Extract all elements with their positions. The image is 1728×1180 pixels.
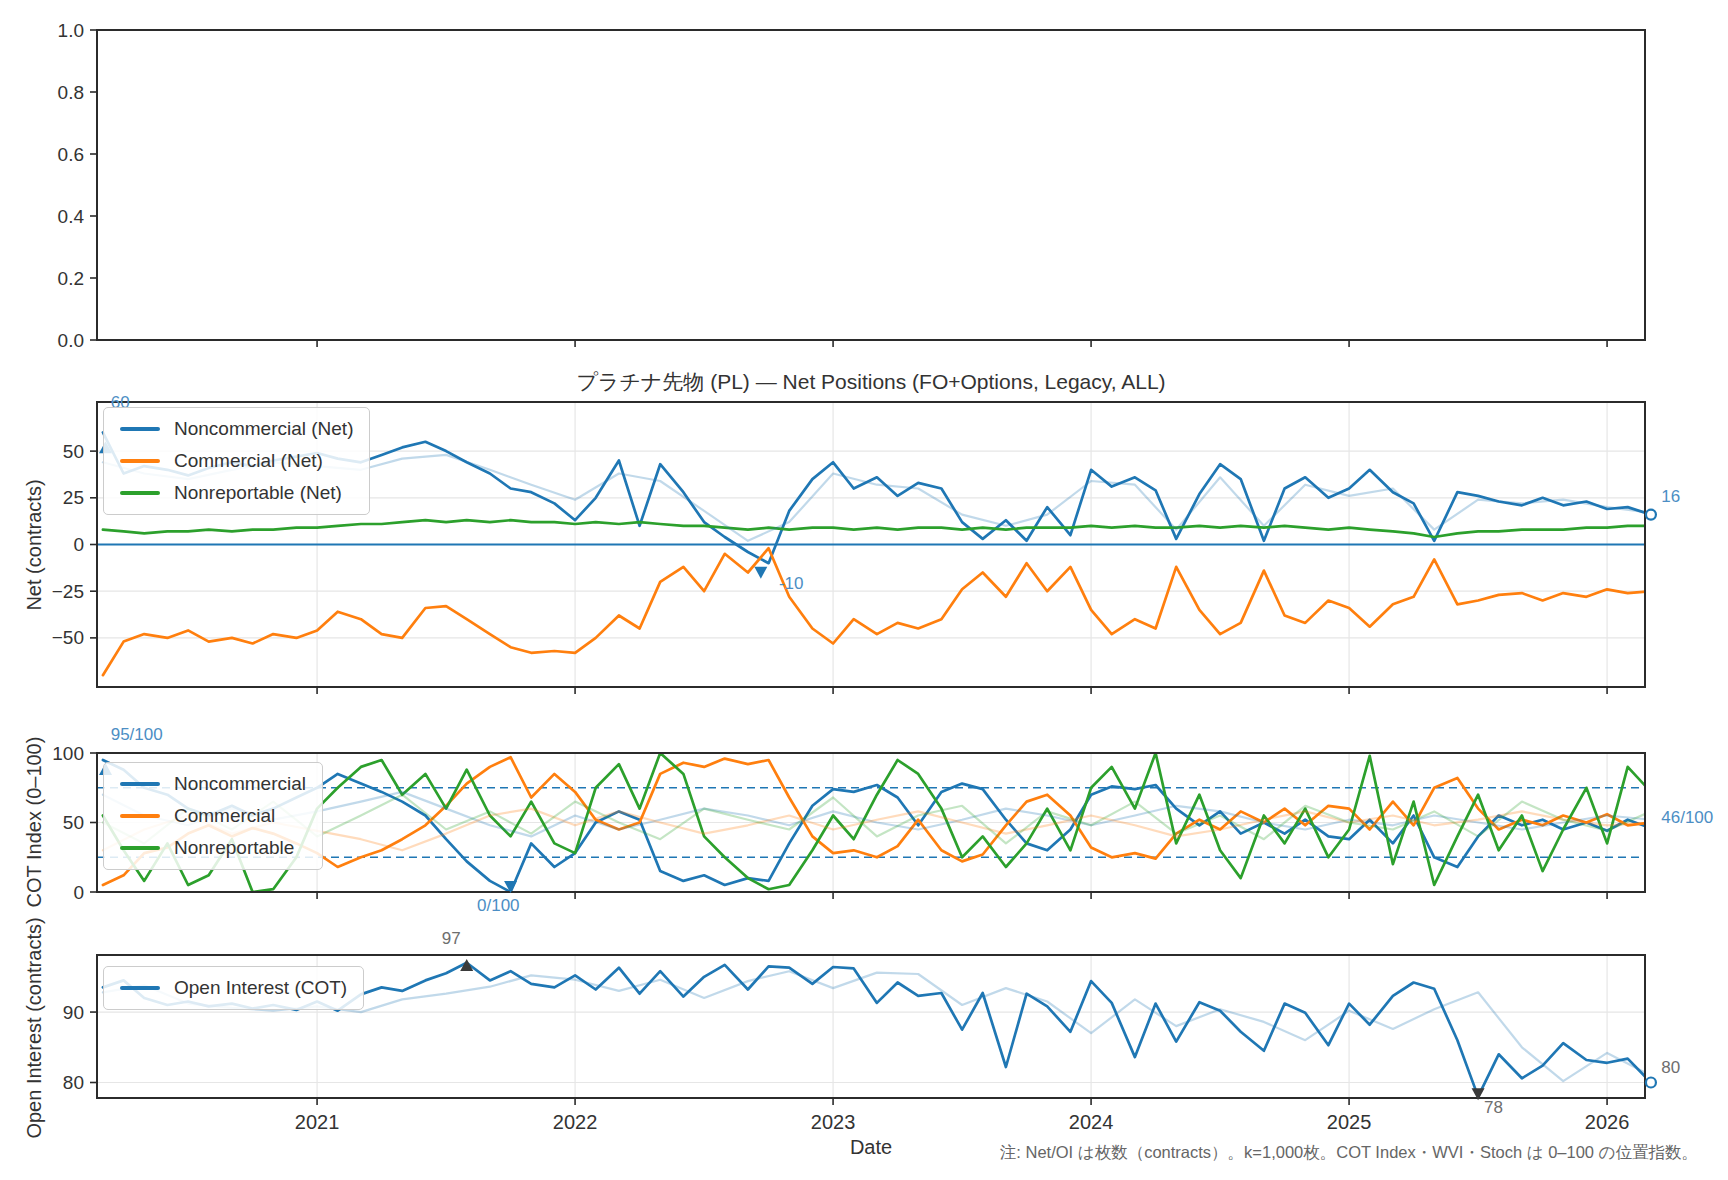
y-axis-label-net: Net (contracts)	[23, 479, 46, 610]
y-tick-label: 0.2	[58, 268, 84, 289]
y-tick-label: 0.8	[58, 82, 84, 103]
chart-title: プラチナ先物 (PL) — Net Positions (FO+Options,…	[97, 368, 1645, 396]
y-tick-label: 25	[63, 487, 84, 508]
legend-label: Noncommercial	[174, 773, 306, 795]
legend-item: Commercial	[120, 805, 306, 827]
panel-oi: 90 80 2021 2022 2023 2024 2025 2026 97 78 80	[63, 929, 1680, 1133]
y-tick-label: −25	[52, 581, 84, 602]
y-tick-label: 0.6	[58, 144, 84, 165]
legend-line-commercial-icon	[120, 814, 160, 818]
legend-net: Noncommercial (Net) Commercial (Net) Non…	[103, 407, 370, 515]
panel-empty: 1.0 0.8 0.6 0.4 0.2 0.0	[58, 20, 1645, 351]
legend-label: Noncommercial (Net)	[174, 418, 353, 440]
annotation-label: 78	[1484, 1098, 1503, 1117]
y-tick-label: 90	[63, 1002, 84, 1023]
series-commercial-net	[103, 548, 1651, 675]
footnote: 注: Net/OI は枚数（contracts）。k=1,000枚。COT In…	[1000, 1142, 1698, 1164]
legend-item: Commercial (Net)	[120, 450, 353, 472]
y-tick-label: 0	[73, 882, 84, 903]
legend-line-noncommercial-icon	[120, 782, 160, 786]
legend-line-nonreportable-icon	[120, 491, 160, 495]
min-marker	[754, 567, 767, 579]
x-tick-label: 2024	[1069, 1111, 1114, 1133]
legend-label: Open Interest (COT)	[174, 977, 347, 999]
last-point-marker	[1646, 510, 1656, 520]
y-axis-label-cot-index: COT Index (0–100)	[23, 737, 46, 908]
y-tick-label: 0.0	[58, 330, 84, 351]
y-axis-label-open-interest: Open Interest (contracts)	[23, 917, 46, 1138]
annotation-label: 80	[1661, 1058, 1680, 1077]
x-tick-label: 2023	[811, 1111, 856, 1133]
y-tick-label: 1.0	[58, 20, 84, 41]
annotation-label: 16	[1661, 487, 1680, 506]
legend-label: Nonreportable (Net)	[174, 482, 342, 504]
y-tick-label: 80	[63, 1072, 84, 1093]
annotation-label: 95/100	[111, 725, 163, 744]
y-tick-label: 100	[52, 743, 84, 764]
y-tick-label: 50	[63, 812, 84, 833]
x-tick-label: 2026	[1585, 1111, 1630, 1133]
legend-cot: Noncommercial Commercial Nonreportable	[103, 762, 323, 870]
annotation-label: -10	[779, 574, 804, 593]
y-tick-label: 50	[63, 441, 84, 462]
series-nonreportable-net	[103, 520, 1651, 537]
x-tick-label: 2021	[295, 1111, 340, 1133]
legend-line-nonreportable-icon	[120, 846, 160, 850]
x-tick-label: 2022	[553, 1111, 598, 1133]
legend-label: Nonreportable	[174, 837, 294, 859]
y-tick-label: −50	[52, 627, 84, 648]
legend-oi: Open Interest (COT)	[103, 966, 364, 1010]
legend-line-noncommercial-icon	[120, 427, 160, 431]
x-tick-label: 2025	[1327, 1111, 1372, 1133]
last-point-marker	[1646, 1078, 1656, 1088]
legend-item: Noncommercial	[120, 773, 306, 795]
legend-label: Commercial	[174, 805, 275, 827]
y-tick-label: 0	[73, 534, 84, 555]
legend-item: Nonreportable (Net)	[120, 482, 353, 504]
legend-label: Commercial (Net)	[174, 450, 323, 472]
legend-item: Nonreportable	[120, 837, 306, 859]
legend-line-commercial-icon	[120, 459, 160, 463]
figure: 1.00.80.60.40.20.050250−25−5060-10161005…	[0, 0, 1728, 1180]
annotation-label: 97	[442, 929, 461, 948]
y-tick-label: 0.4	[58, 206, 85, 227]
legend-line-open-interest-icon	[120, 986, 160, 990]
annotation-label: 46/100	[1661, 808, 1713, 827]
legend-item: Open Interest (COT)	[120, 977, 347, 999]
legend-item: Noncommercial (Net)	[120, 418, 353, 440]
annotation-label: 0/100	[477, 896, 520, 915]
axes-spines	[97, 30, 1645, 340]
